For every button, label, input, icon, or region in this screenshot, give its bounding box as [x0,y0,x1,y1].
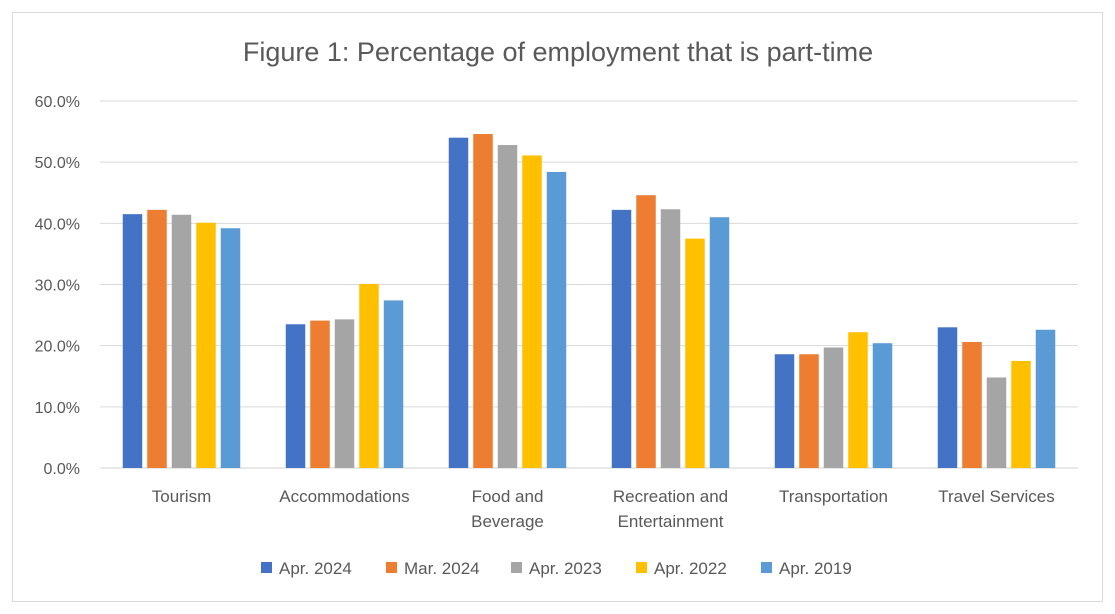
legend-label: Apr. 2023 [529,559,602,578]
x-tick-label: Entertainment [618,512,724,531]
bar [962,341,982,468]
bar [546,171,567,468]
legend-swatch [636,562,647,573]
y-tick-label: 20.0% [35,339,80,356]
chart-frame: Figure 1: Percentage of employment that … [12,12,1103,602]
bar [171,214,192,468]
bar [147,209,167,469]
bar [122,214,143,468]
bar [285,324,306,468]
legend-label: Apr. 2024 [279,559,352,578]
bar [448,137,469,468]
bar [1011,360,1031,468]
y-tick-label: 60.0% [35,94,80,111]
x-tick-label: Travel Services [938,487,1055,506]
y-tick-label: 50.0% [35,155,80,172]
grid-layer: 0.0% 10.0% 20.0% 30.0% 40.0% 50.0% 60.0% [35,94,1078,478]
bar [497,145,518,469]
y-tick-label: 0.0% [44,461,80,478]
bar [774,354,795,468]
bar [709,217,730,468]
legend-label: Apr. 2019 [779,559,852,578]
legend-swatch [261,562,272,573]
bar [872,343,893,468]
legend-swatch [511,562,522,573]
chart-svg: Figure 1: Percentage of employment that … [35,37,1078,578]
legend-swatch [761,562,772,573]
x-tick-label: Recreation and [613,487,728,506]
chart-title: Figure 1: Percentage of employment that … [243,37,873,67]
bar [660,209,681,468]
legend-label: Apr. 2022 [654,559,727,578]
x-tick-label: Accommodations [279,487,409,506]
bar [473,134,493,468]
legend: Apr. 2024 Mar. 2024 Apr. 2023 Apr. 2022 Apr.… [261,559,852,578]
bar [522,155,542,468]
bar [310,320,330,468]
bar [986,377,1007,468]
x-tick-label: Food and [472,487,544,506]
bar [937,327,958,468]
legend-swatch [386,562,397,573]
x-tick-label: Tourism [152,487,212,506]
bar [220,228,241,468]
y-tick-label: 10.0% [35,400,80,417]
bar [611,209,632,469]
x-tick-label: Transportation [779,487,888,506]
y-tick-label: 30.0% [35,278,80,295]
bars-layer [122,134,1056,469]
bar [823,347,844,468]
bar [334,319,355,468]
bar [1035,329,1056,468]
legend-label: Mar. 2024 [404,559,480,578]
x-tick-layer: Tourism Accommodations Food and Beverage Rec… [152,487,1055,531]
bar [685,238,705,468]
bar [383,300,404,468]
bar [636,195,656,469]
bar [799,354,819,468]
y-tick-label: 40.0% [35,216,80,233]
bar [359,283,379,468]
x-tick-label: Beverage [471,512,544,531]
bar [196,222,216,468]
bar [848,332,868,468]
